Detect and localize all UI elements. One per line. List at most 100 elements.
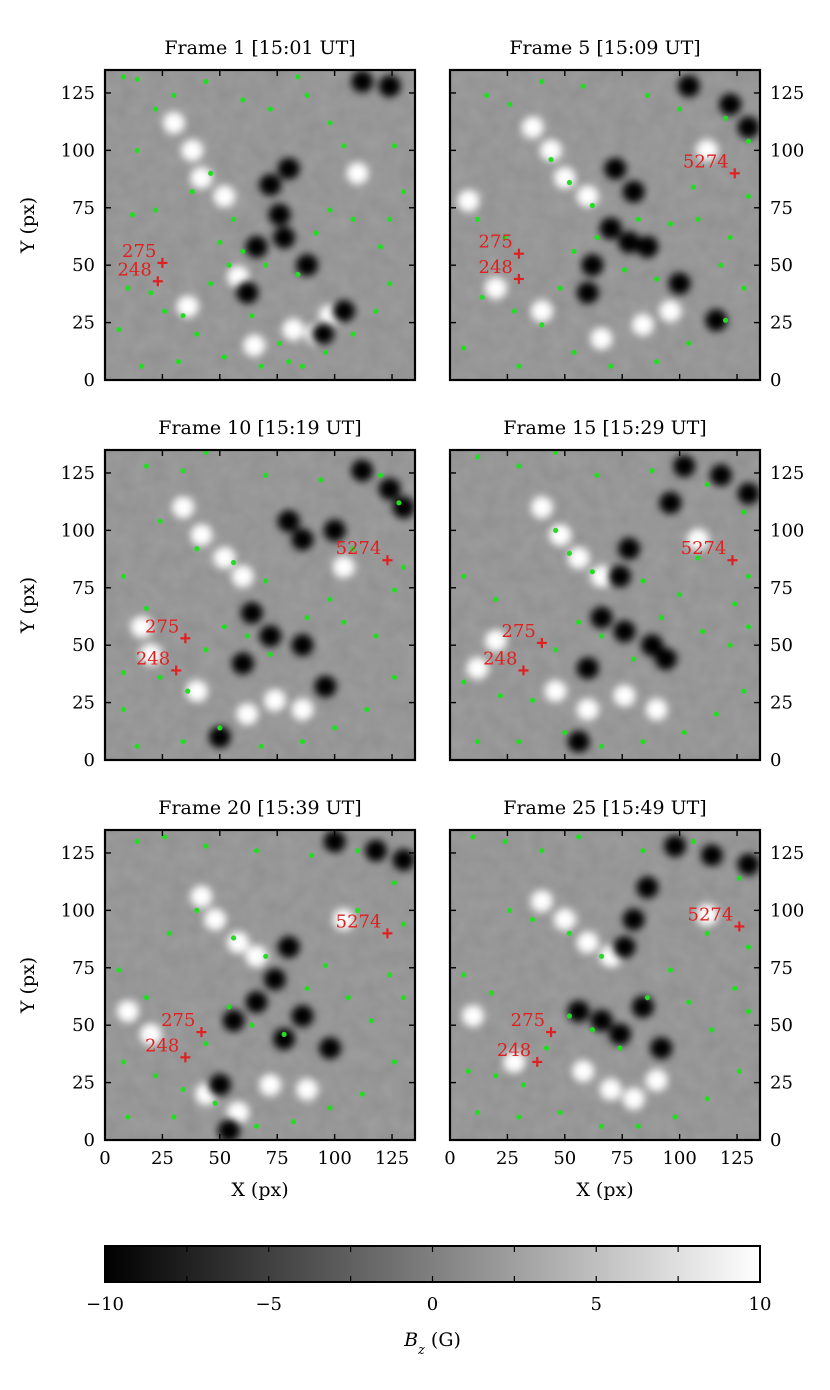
- negative-patch: [323, 519, 346, 542]
- highlight-marker-248: 248: [136, 648, 182, 676]
- feature-point: [631, 656, 637, 662]
- positive-patch: [645, 698, 668, 721]
- marker-label: 248: [136, 648, 170, 669]
- negative-patch: [392, 848, 415, 871]
- panel-title: Frame 20 [15:39 UT]: [158, 797, 361, 819]
- feature-point: [391, 880, 397, 886]
- feature-point: [562, 729, 568, 736]
- feature-point: [553, 647, 559, 653]
- feature-point: [263, 472, 269, 478]
- feature-point: [304, 985, 310, 992]
- feature-point: [148, 290, 154, 296]
- feature-point: [461, 679, 467, 685]
- feature-point: [736, 875, 742, 881]
- feature-point: [598, 953, 605, 959]
- feature-point: [654, 359, 660, 365]
- positive-patch: [530, 890, 553, 913]
- negative-patch: [650, 1037, 673, 1060]
- feature-point: [221, 624, 228, 630]
- panel-frame-4: 275 248 5274 Frame 15 [15:29 UT] 0 25 50 75 100 1…: [448, 417, 804, 771]
- feature-point: [391, 1059, 397, 1065]
- colorbar-tick-label: −5: [255, 1294, 282, 1315]
- feature-point: [180, 313, 186, 319]
- negative-patch: [631, 995, 654, 1018]
- feature-point: [258, 743, 264, 749]
- y-tick-label: 75: [72, 578, 95, 599]
- marker-label: 248: [479, 257, 513, 278]
- y-tick-label: 25: [770, 313, 793, 334]
- positive-patches: [130, 496, 355, 726]
- feature-point: [194, 331, 200, 337]
- feature-point: [557, 1109, 563, 1116]
- feature-point: [304, 92, 310, 98]
- feature-point: [263, 953, 269, 959]
- positive-patch: [553, 908, 576, 931]
- marker-label: 275: [501, 621, 535, 642]
- negative-patch: [314, 675, 337, 698]
- feature-point: [203, 843, 209, 849]
- feature-point: [166, 930, 172, 936]
- feature-point: [507, 101, 513, 108]
- positive-patches: [162, 111, 369, 357]
- feature-point: [543, 1045, 550, 1051]
- feature-point: [226, 1004, 232, 1010]
- y-tick-label: 0: [770, 370, 781, 391]
- positive-patch: [227, 265, 250, 288]
- feature-point: [387, 280, 393, 287]
- feature-point: [350, 216, 356, 222]
- feature-point: [286, 359, 292, 365]
- positive-patches: [461, 890, 719, 1110]
- feature-point: [589, 1027, 595, 1033]
- feature-point: [391, 674, 397, 680]
- positive-patch: [613, 684, 636, 707]
- feature-point: [571, 349, 577, 356]
- highlight-marker-248: 248: [117, 259, 163, 287]
- negative-patch: [245, 235, 268, 258]
- negative-patch: [277, 510, 300, 533]
- positive-patch: [544, 680, 567, 703]
- negative-patch: [208, 1073, 231, 1096]
- positive-patch: [263, 689, 286, 712]
- feature-point: [139, 363, 145, 369]
- y-tick-label: 125: [770, 463, 804, 484]
- feature-point: [598, 633, 605, 639]
- feature-point: [120, 74, 126, 80]
- y-tick-label: 0: [84, 370, 95, 391]
- feature-point: [598, 1123, 605, 1129]
- y-tick-label: 75: [72, 198, 95, 219]
- feature-point: [621, 267, 628, 273]
- feature-point: [672, 1114, 678, 1120]
- highlight-marker-248: 248: [145, 1035, 191, 1063]
- negative-patch: [332, 300, 355, 323]
- feature-point: [354, 848, 361, 854]
- feature-point: [704, 481, 710, 488]
- marker-label: 275: [145, 616, 179, 637]
- marker-label: 275: [479, 232, 513, 253]
- feature-point: [640, 739, 646, 745]
- feature-point: [171, 92, 177, 98]
- positive-patch: [549, 523, 572, 546]
- feature-point: [575, 619, 582, 625]
- feature-point: [400, 189, 407, 195]
- negative-patch: [618, 231, 641, 254]
- feature-point: [134, 76, 140, 82]
- negative-patch: [709, 464, 732, 487]
- positive-patch: [190, 166, 213, 189]
- panel-frame-5: 275 248 5274 Frame 20 [15:39 UT] 00 25 25 50 50 7…: [17, 797, 417, 1201]
- feature-point: [253, 848, 260, 854]
- feature-point: [327, 207, 333, 213]
- marker-label: 275: [161, 1010, 195, 1031]
- positive-patch: [346, 162, 369, 185]
- feature-point: [134, 838, 140, 845]
- y-tick-label: 100: [770, 900, 804, 921]
- feature-point: [727, 235, 733, 241]
- feature-point: [332, 725, 338, 731]
- feature-point: [677, 106, 683, 112]
- feature-point: [571, 248, 577, 255]
- feature-point: [203, 450, 209, 455]
- positive-patch: [696, 903, 719, 926]
- feature-point: [658, 615, 664, 621]
- negative-patch: [351, 70, 374, 93]
- highlight-marker-275: 275: [122, 241, 168, 268]
